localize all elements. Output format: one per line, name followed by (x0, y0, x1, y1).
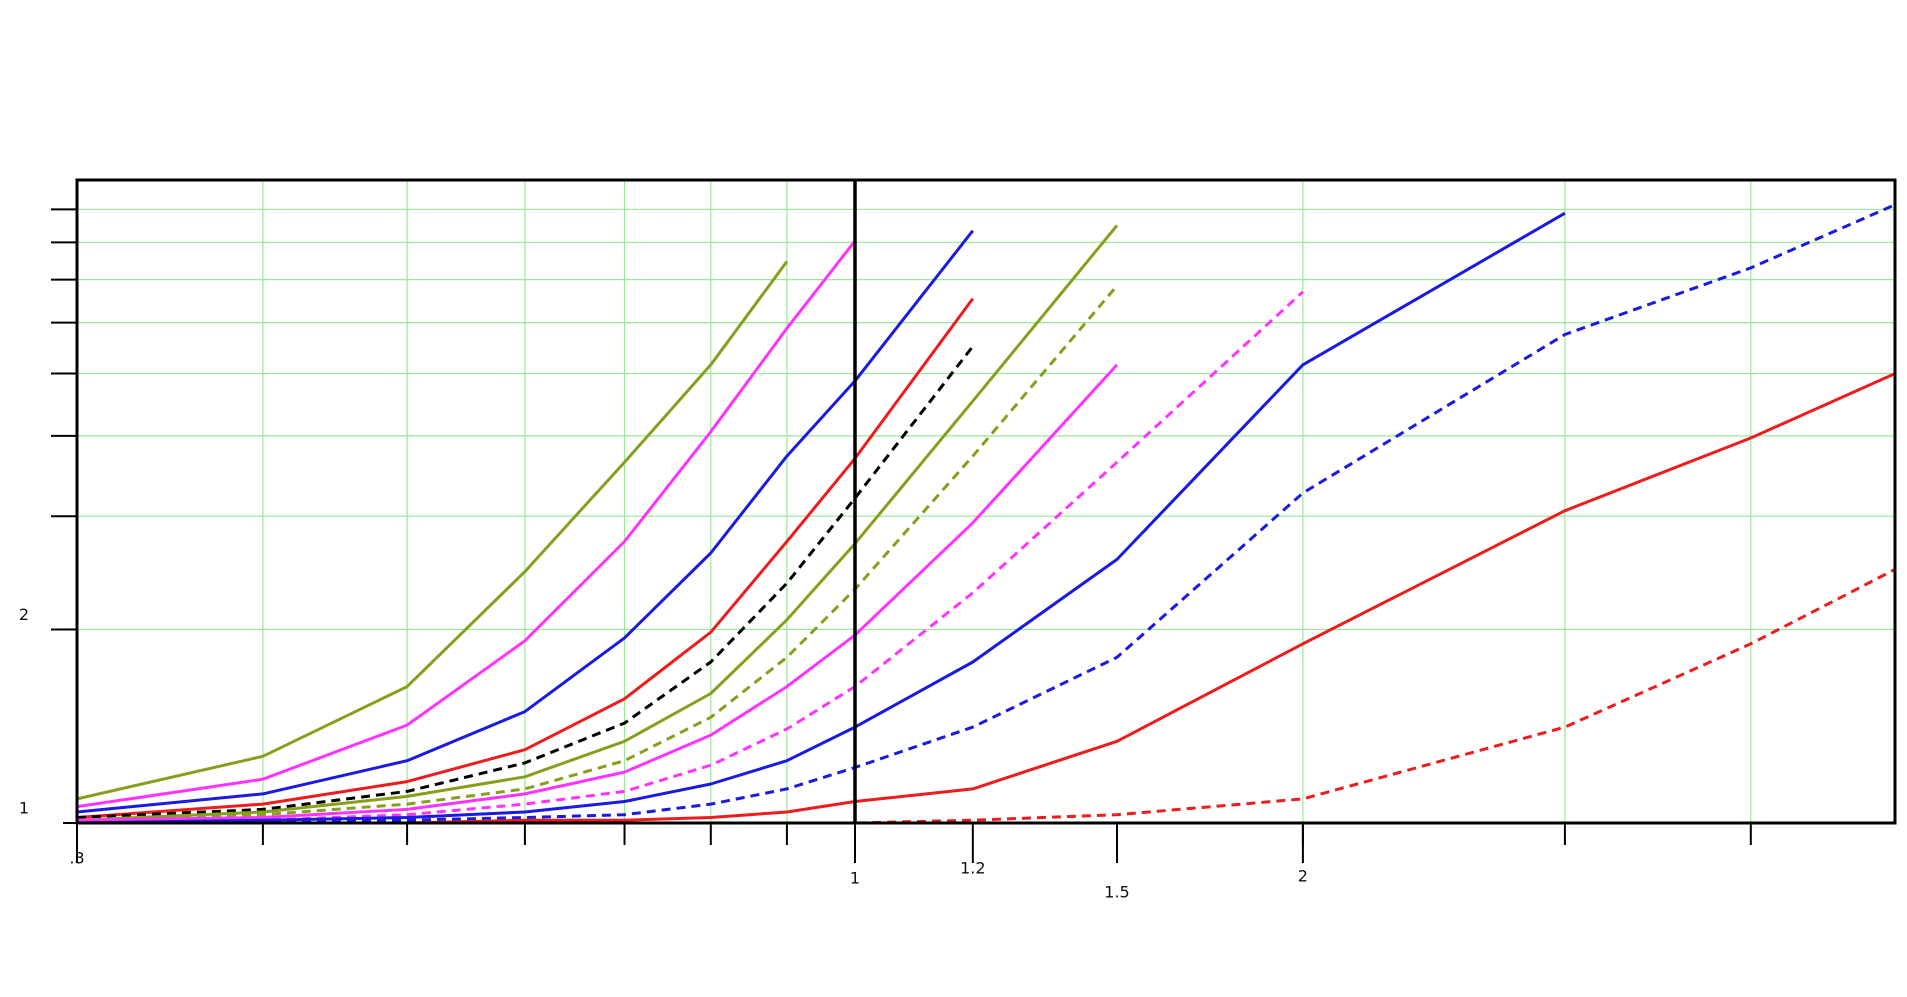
y-tick-label: 2 (19, 605, 29, 624)
y-tick-label: 1 (19, 799, 29, 818)
series-line (77, 260, 789, 801)
series-line (77, 229, 974, 814)
series-line (77, 224, 1119, 822)
series-line (77, 284, 1119, 822)
series-line (77, 345, 974, 819)
x-tick-label: 1 (850, 869, 860, 888)
plot-frame (75, 178, 1897, 825)
x-tick-label: 2 (1298, 867, 1308, 886)
x-tick-label: 1.2 (960, 859, 985, 878)
series-line (77, 203, 1895, 823)
series-line (77, 211, 1566, 823)
x-tick-label: 1.5 (1104, 883, 1129, 902)
series-line (77, 363, 1119, 822)
series-line (77, 297, 975, 819)
x-tick-label: .3 (69, 849, 84, 868)
series-line (77, 239, 857, 809)
plot-area (77, 203, 1895, 823)
